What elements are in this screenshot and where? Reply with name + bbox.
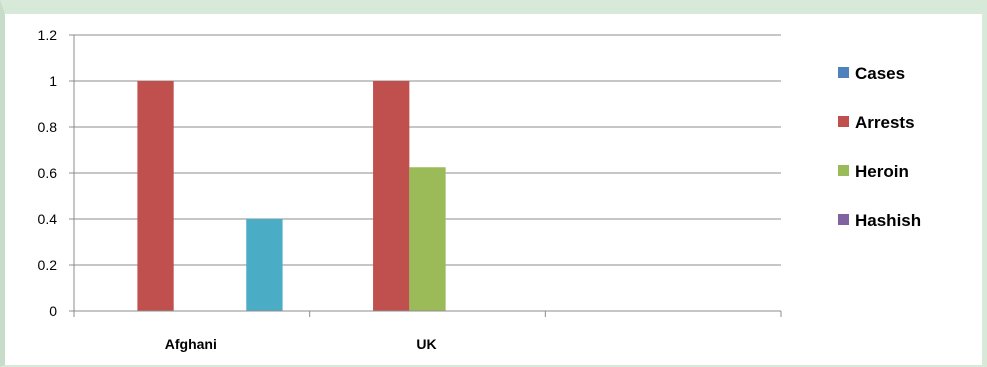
y-tick-label: 0.4: [38, 211, 58, 227]
x-category-label: UK: [416, 336, 436, 352]
y-tick-label: 0.8: [38, 119, 58, 135]
legend-label: Arrests: [855, 113, 915, 132]
legend-label: Hashish: [855, 211, 921, 230]
bar: [373, 81, 410, 311]
bar: [137, 81, 174, 311]
legend-swatch: [838, 165, 849, 176]
y-tick-label: 0: [49, 303, 57, 319]
x-category-label: Afghani: [165, 336, 217, 352]
y-tick-label: 1: [49, 73, 57, 89]
axes: 0 0.2 0.4 0.6 0.8 1 1.2 Afghani UK: [38, 27, 782, 352]
legend: Cases Arrests Heroin Hashish: [838, 64, 921, 230]
bar: [246, 219, 283, 311]
y-tick-label: 1.2: [38, 27, 58, 43]
bars: [137, 81, 446, 311]
legend-swatch: [838, 116, 849, 127]
y-tick-label: 0.2: [38, 257, 58, 273]
legend-label: Heroin: [855, 162, 909, 181]
y-tick-label: 0.6: [38, 165, 58, 181]
bar: [409, 167, 446, 311]
legend-swatch: [838, 67, 849, 78]
legend-swatch: [838, 214, 849, 225]
legend-label: Cases: [855, 64, 905, 83]
